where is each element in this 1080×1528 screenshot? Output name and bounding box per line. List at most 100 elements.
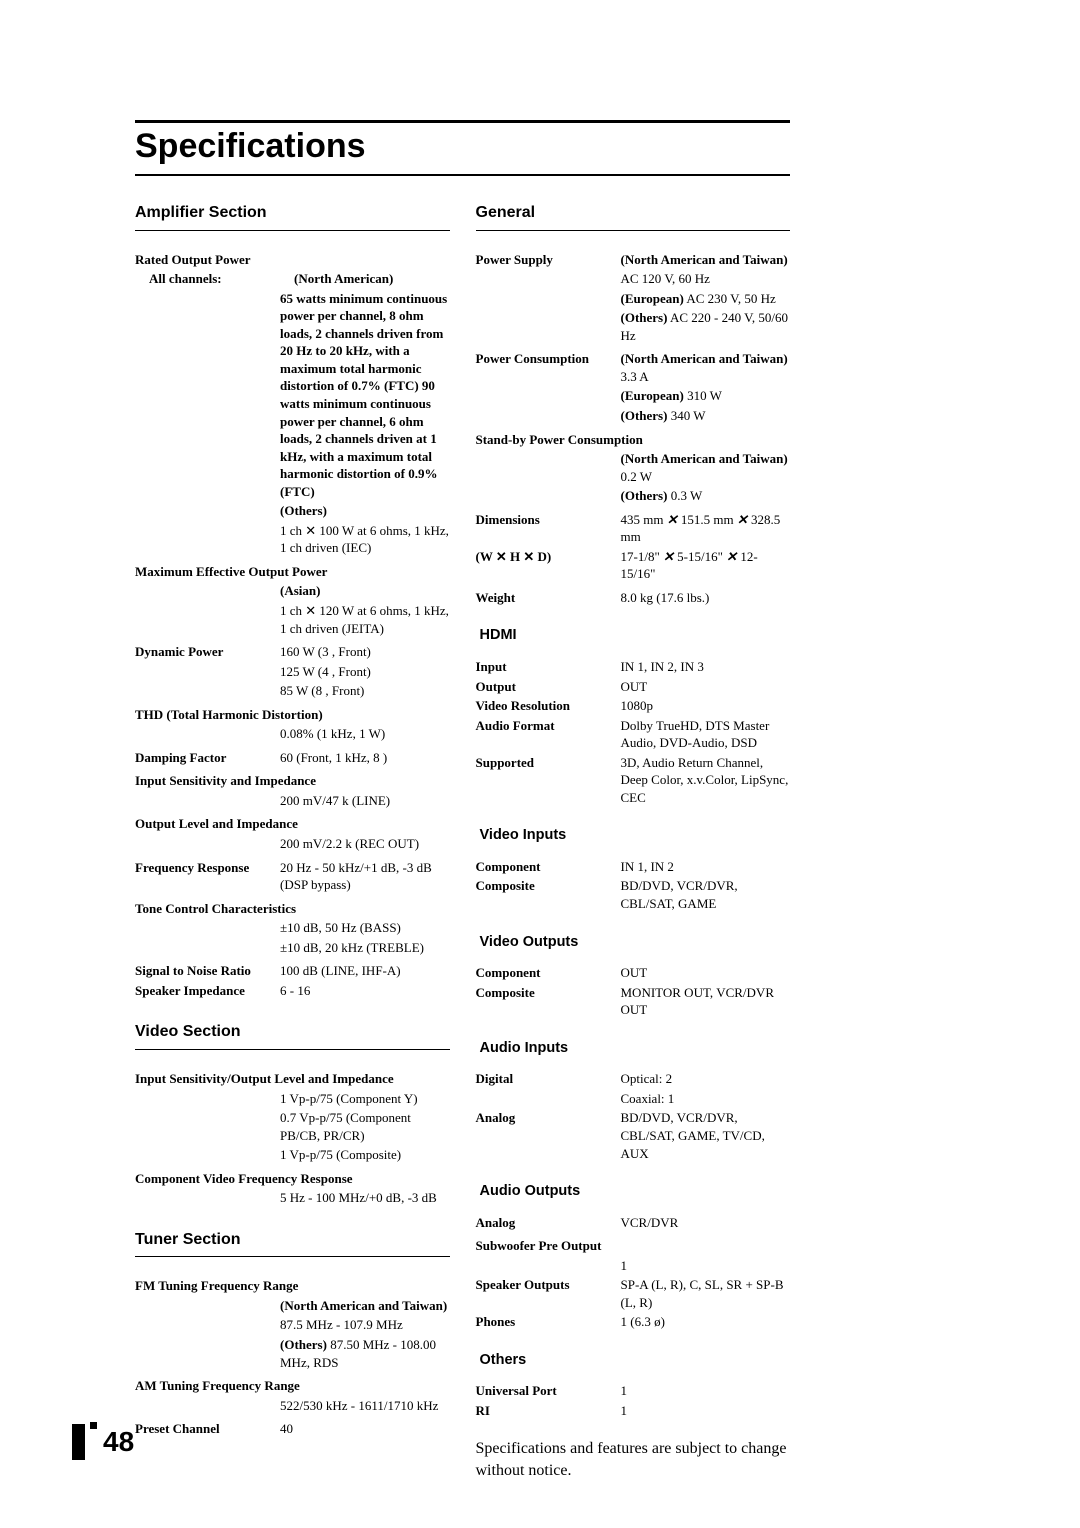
sb-na-label: (North American and Taiwan) [621,451,788,466]
hdmi-supported: Supported3D, Audio Return Channel, Deep … [476,754,791,807]
spec-value: 435 mm ✕ 151.5 mm ✕ 328.5 mm [621,511,791,546]
power-supply-ot: (Others) AC 220 - 240 V, 50/60 Hz [621,309,791,344]
spec-value: OUT [621,678,791,696]
page-title: Specifications [135,120,790,176]
thd-value: 0.08% (1 kHz, 1 W) [280,725,450,743]
video-inputs-heading: Video Inputs [476,826,791,846]
left-column: Amplifier Section Rated Output Power All… [135,202,450,1482]
fm-others-label: (Others) [280,1337,327,1352]
spec-label: Output [476,678,621,696]
video-input-sens-l1: 1 Vp-p/75 (Component Y) [280,1090,450,1108]
dimensions-sub: (W ✕ H ✕ D) 17-1/8" ✕ 5-15/16" ✕ 12-15/1… [476,548,791,583]
pc-ot-label: (Others) [621,408,668,423]
fm-na: (North American and Taiwan) [280,1297,450,1315]
weight: Weight 8.0 kg (17.6 lbs.) [476,589,791,607]
max-eff-label: Maximum Effective Output Power [135,563,450,581]
spec-label: Dimensions [476,511,621,529]
spec-label: Power Consumption [476,350,621,368]
spec-value: 160 W (3 , Front) [280,643,450,661]
tone-label: Tone Control Characteristics [135,900,450,918]
spec-value: 1080p [621,697,791,715]
spec-value: 100 dB (LINE, IHF-A) [280,962,450,980]
spec-label: (W ✕ H ✕ D) [476,548,621,566]
times-icon: ✕ [667,512,678,527]
dim-l2b: 5-15/16" [674,549,726,564]
spec-label: Component [476,858,621,876]
dynamic-power: Dynamic Power 160 W (3 , Front) [135,643,450,661]
standby-na: (North American and Taiwan) 0.2 W [621,450,791,485]
pc-na-label: (North American and Taiwan) [621,351,788,366]
page-number: 48 [90,1422,134,1458]
phones: Phones1 (6.3 ø) [476,1313,791,1331]
dim-l2a: 17-1/8" [621,549,664,564]
pc-ot-value: 340 W [667,408,705,423]
audio-outputs-heading: Audio Outputs [476,1182,791,1202]
dim-l1b: 151.5 mm [678,512,737,527]
hdmi-input: InputIN 1, IN 2, IN 3 [476,658,791,676]
spec-value: 6 - 16 [280,982,450,1000]
spec-value: VCR/DVR [621,1214,791,1232]
rated-output-others-text: 1 ch ✕ 100 W at 6 ohms, 1 kHz, 1 ch driv… [280,522,450,557]
comp-freq-label: Component Video Frequency Response [135,1170,450,1188]
vo-composite: CompositeMONITOR OUT, VCR/DVR OUT [476,984,791,1019]
spec-value: BD/DVD, VCR/DVR, CBL/SAT, GAME, TV/CD, A… [621,1109,791,1162]
spec-label: Rated Output Power [135,251,280,269]
dim-l1a: 435 mm [621,512,667,527]
spec-value: IN 1, IN 2, IN 3 [621,658,791,676]
ps-eu-value: AC 230 V, 50 Hz [684,291,776,306]
output-level-value: 200 mV/2.2 k (REC OUT) [280,835,450,853]
pc-eu-label: (European) [621,388,684,403]
universal-port: Universal Port1 [476,1382,791,1400]
spec-label: Composite [476,877,621,895]
spec-value: 60 (Front, 1 kHz, 8 ) [280,749,450,767]
spec-label: Speaker Outputs [476,1276,621,1294]
two-column-layout: Amplifier Section Rated Output Power All… [135,202,790,1482]
rated-output-na-text: 65 watts minimum continuous power per ch… [280,290,450,501]
spec-value: (North American and Taiwan) [621,251,791,269]
times-icon: ✕ [737,512,748,527]
standby-ot: (Others) 0.3 W [621,487,791,505]
ai-digital: DigitalOptical: 2 [476,1070,791,1088]
spec-label: Analog [476,1214,621,1232]
dynamic-power-l3: 85 W (8 , Front) [280,682,450,700]
times-icon: ✕ [726,549,737,564]
vo-component: ComponentOUT [476,964,791,982]
spec-value: (North American and Taiwan) 3.3 A [621,350,791,385]
spec-label: Signal to Noise Ratio [135,962,280,980]
spec-label: Component [476,964,621,982]
rated-output-power: Rated Output Power [135,251,450,269]
vi-composite: CompositeBD/DVD, VCR/DVR, CBL/SAT, GAME [476,877,791,912]
sn-ratio: Signal to Noise Ratio 100 dB (LINE, IHF-… [135,962,450,980]
spec-value: 1 (6.3 ø) [621,1313,791,1331]
power-cons-ot: (Others) 340 W [621,407,791,425]
right-column: General Power Supply (North American and… [476,202,791,1482]
sub-pre-label: Subwoofer Pre Output [476,1237,791,1255]
sub-pre-value: 1 [621,1257,791,1275]
dynamic-power-l2: 125 W (4 , Front) [280,663,450,681]
spec-label: Power Supply [476,251,621,269]
spec-value: 1 [621,1402,791,1420]
spec-label: Frequency Response [135,859,280,877]
spec-label: Analog [476,1109,621,1127]
spec-label: Phones [476,1313,621,1331]
hdmi-output: OutputOUT [476,678,791,696]
dimensions: Dimensions 435 mm ✕ 151.5 mm ✕ 328.5 mm [476,511,791,546]
spec-label: Universal Port [476,1382,621,1400]
spec-value: SP-A (L, R), C, SL, SR + SP-B (L, R) [621,1276,791,1311]
spec-value: MONITOR OUT, VCR/DVR OUT [621,984,791,1019]
spec-label: Input [476,658,621,676]
freq-resp: Frequency Response 20 Hz - 50 kHz/+1 dB,… [135,859,450,894]
spec-label: Speaker Impedance [135,982,280,1000]
sb-ot-value: 0.3 W [667,488,702,503]
speaker-impedance: Speaker Impedance 6 - 16 [135,982,450,1000]
power-supply-eu: (European) AC 230 V, 50 Hz [621,290,791,308]
video-input-sens-label: Input Sensitivity/Output Level and Imped… [135,1070,450,1088]
am-label: AM Tuning Frequency Range [135,1377,450,1395]
output-level-label: Output Level and Impedance [135,815,450,833]
spec-label: RI [476,1402,621,1420]
spec-label: Preset Channel [135,1420,280,1438]
spec-label: Composite [476,984,621,1002]
spec-value: (North American) [294,270,450,288]
power-supply: Power Supply (North American and Taiwan) [476,251,791,269]
pc-na-value: 3.3 A [621,369,649,384]
